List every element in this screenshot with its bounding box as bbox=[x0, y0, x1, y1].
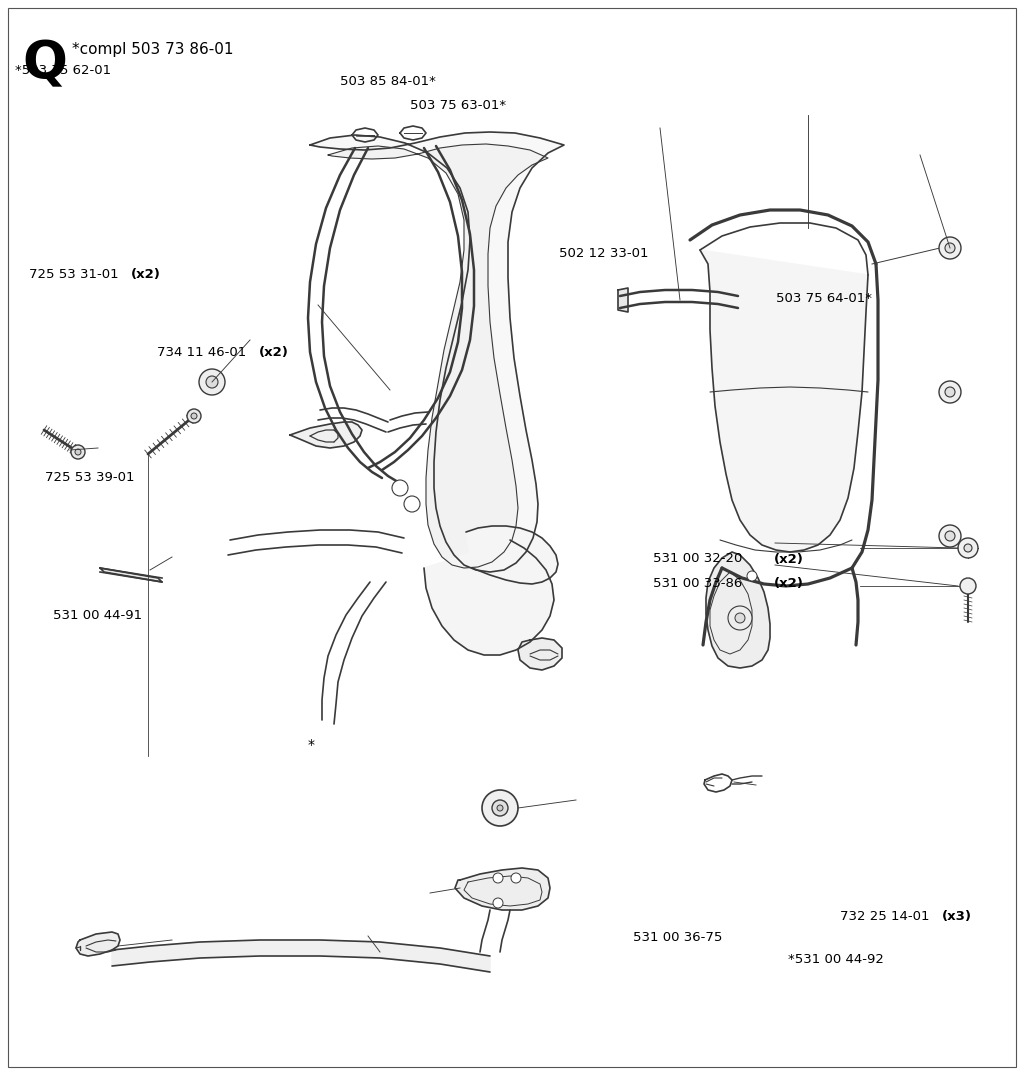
Polygon shape bbox=[424, 540, 554, 655]
Text: 732 25 14-01: 732 25 14-01 bbox=[840, 911, 934, 923]
Circle shape bbox=[735, 613, 745, 624]
Circle shape bbox=[404, 496, 420, 512]
Circle shape bbox=[964, 544, 972, 551]
Text: (x3): (x3) bbox=[942, 911, 972, 923]
Circle shape bbox=[187, 408, 201, 422]
Circle shape bbox=[71, 445, 85, 459]
Polygon shape bbox=[100, 568, 162, 582]
Circle shape bbox=[492, 800, 508, 816]
Text: (x2): (x2) bbox=[259, 346, 289, 359]
Polygon shape bbox=[380, 942, 440, 964]
Circle shape bbox=[939, 236, 961, 259]
Circle shape bbox=[939, 525, 961, 547]
Text: 503 75 64-01*: 503 75 64-01* bbox=[776, 292, 872, 305]
Text: 503 75 63-01*: 503 75 63-01* bbox=[410, 99, 506, 112]
Circle shape bbox=[497, 805, 503, 811]
Polygon shape bbox=[310, 132, 564, 572]
Circle shape bbox=[206, 376, 218, 388]
Text: 531 00 44-91: 531 00 44-91 bbox=[53, 610, 142, 622]
Text: Q: Q bbox=[22, 38, 67, 90]
Text: 725 53 39-01: 725 53 39-01 bbox=[45, 471, 134, 484]
Polygon shape bbox=[706, 551, 770, 668]
Polygon shape bbox=[700, 250, 868, 551]
Polygon shape bbox=[112, 946, 150, 966]
Polygon shape bbox=[466, 526, 558, 584]
Text: 734 11 46-01: 734 11 46-01 bbox=[157, 346, 250, 359]
Circle shape bbox=[493, 873, 503, 883]
Text: 531 00 36-75: 531 00 36-75 bbox=[633, 931, 722, 944]
Polygon shape bbox=[76, 932, 120, 956]
Polygon shape bbox=[290, 422, 362, 448]
Text: *531 00 44-92: *531 00 44-92 bbox=[788, 954, 885, 966]
Text: 503 85 84-01*: 503 85 84-01* bbox=[340, 75, 436, 88]
Circle shape bbox=[482, 790, 518, 826]
Circle shape bbox=[392, 481, 408, 496]
Text: *503 75 62-01: *503 75 62-01 bbox=[15, 64, 112, 77]
Circle shape bbox=[728, 606, 752, 630]
Polygon shape bbox=[150, 942, 200, 962]
Circle shape bbox=[958, 538, 978, 558]
Text: 531 00 33-86: 531 00 33-86 bbox=[653, 577, 746, 590]
Text: (x2): (x2) bbox=[131, 268, 161, 281]
Polygon shape bbox=[440, 948, 490, 972]
Polygon shape bbox=[260, 940, 319, 956]
Polygon shape bbox=[455, 868, 550, 911]
Circle shape bbox=[75, 449, 81, 455]
Circle shape bbox=[945, 387, 955, 397]
Circle shape bbox=[493, 898, 503, 908]
Polygon shape bbox=[328, 144, 548, 568]
Text: 502 12 33-01: 502 12 33-01 bbox=[559, 247, 648, 260]
Circle shape bbox=[191, 413, 197, 419]
Text: *compl 503 73 86-01: *compl 503 73 86-01 bbox=[72, 42, 233, 57]
Text: 531 00 32-20: 531 00 32-20 bbox=[653, 553, 746, 565]
Circle shape bbox=[746, 571, 757, 580]
Polygon shape bbox=[200, 940, 260, 958]
Circle shape bbox=[945, 531, 955, 541]
Polygon shape bbox=[618, 288, 628, 312]
Circle shape bbox=[511, 873, 521, 883]
Text: (x2): (x2) bbox=[774, 553, 804, 565]
Text: *: * bbox=[307, 737, 314, 752]
Polygon shape bbox=[518, 637, 562, 670]
Text: 725 53 31-01: 725 53 31-01 bbox=[29, 268, 123, 281]
Text: (x2): (x2) bbox=[774, 577, 804, 590]
Polygon shape bbox=[319, 940, 380, 958]
Circle shape bbox=[199, 369, 225, 395]
Circle shape bbox=[961, 578, 976, 594]
Circle shape bbox=[939, 381, 961, 403]
Circle shape bbox=[945, 243, 955, 253]
